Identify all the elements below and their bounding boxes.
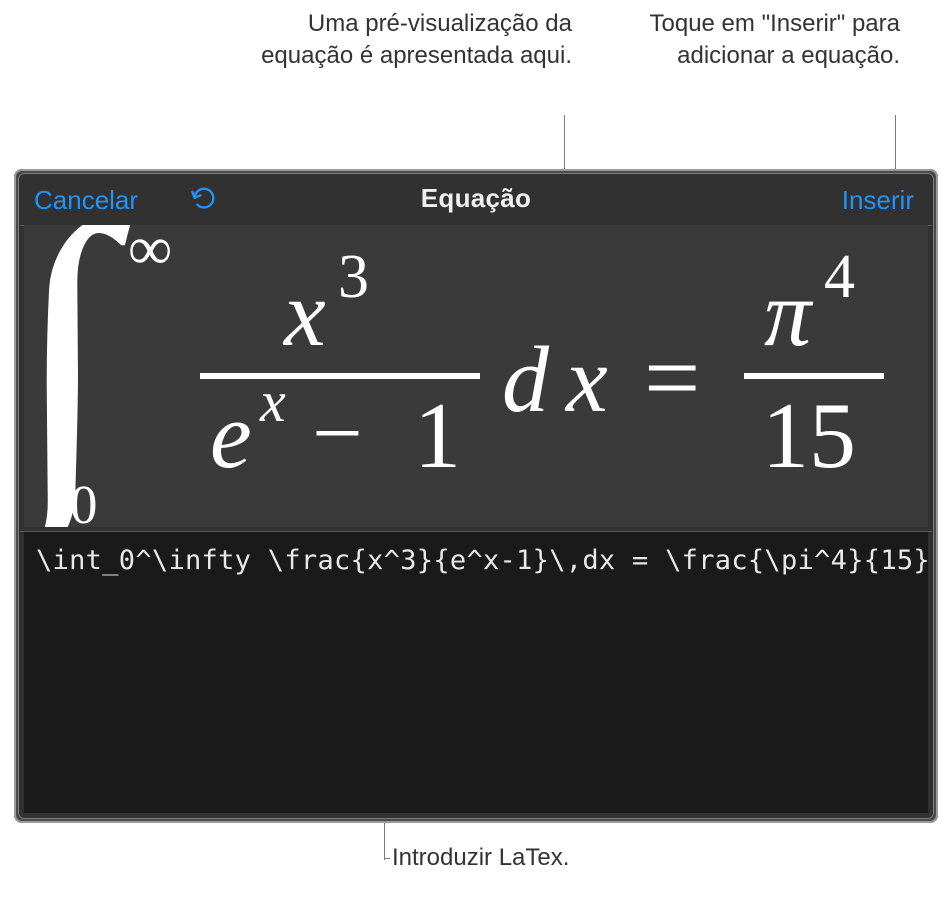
equation-preview: ∫ ∞ 0 x 3 e x − 1 d — [24, 225, 928, 527]
integral-lower: 0 — [70, 474, 98, 527]
dialog-toolbar: Equação Cancelar Inserir — [24, 179, 928, 223]
frac1-den-minus: − — [312, 384, 363, 483]
frac2-den: 15 — [762, 384, 856, 488]
input-hairline — [20, 531, 932, 532]
dialog-title: Equação — [24, 183, 928, 214]
equals-sign: = — [644, 322, 700, 433]
frac1-num-exp: 3 — [338, 243, 369, 311]
equation-dialog: Equação Cancelar Inserir ∫ ∞ 0 — [14, 169, 938, 823]
latex-input-area[interactable]: \int_0^\infty \frac{x^3}{e^x-1}\,dx = \f… — [24, 531, 928, 813]
insert-button[interactable]: Inserir — [842, 185, 914, 216]
callout-insert-text: Toque em "Inserir" para adicionar a equa… — [628, 8, 900, 73]
callout-preview-text: Uma pré-visualização da equação é aprese… — [242, 8, 572, 73]
undo-icon[interactable] — [190, 186, 218, 214]
frac1-bar — [200, 373, 480, 379]
frac2-bar — [744, 373, 884, 379]
frac1-den-exp: x — [259, 369, 286, 434]
frac1-den-e: e — [210, 384, 252, 488]
dx-d: d — [502, 328, 550, 432]
frac1-num-base: x — [282, 262, 326, 366]
dx-x: x — [564, 328, 608, 432]
frac2-num-exp: 4 — [824, 243, 855, 311]
callout-leader-bottom-h — [384, 858, 390, 859]
equation-svg: ∫ ∞ 0 x 3 e x − 1 d — [24, 225, 928, 527]
frac2-num-pi: π — [764, 262, 814, 366]
cancel-button[interactable]: Cancelar — [34, 185, 138, 216]
screenshot-root: Uma pré-visualização da equação é aprese… — [0, 0, 952, 902]
callout-latex-text: Introduzir LaTex. — [392, 842, 792, 874]
latex-input-text[interactable]: \int_0^\infty \frac{x^3}{e^x-1}\,dx = \f… — [36, 545, 916, 576]
integral-upper-infinity: ∞ — [128, 225, 172, 283]
frac1-den-const: 1 — [414, 384, 461, 488]
